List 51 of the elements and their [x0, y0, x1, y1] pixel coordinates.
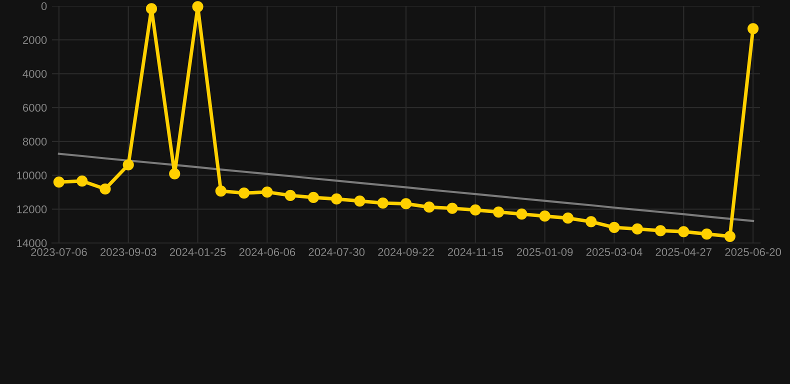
x-tick-label: 2024-06-06	[239, 248, 296, 256]
point	[539, 210, 550, 222]
x-tick-label: 2023-09-03	[100, 248, 156, 256]
point	[76, 175, 88, 187]
point	[192, 1, 204, 12]
y-tick-label: 14000	[17, 239, 47, 248]
point	[377, 197, 388, 209]
point	[100, 183, 111, 195]
point	[470, 204, 481, 216]
point	[654, 225, 666, 236]
point	[562, 212, 574, 224]
point	[122, 159, 134, 170]
point	[53, 176, 64, 188]
point	[516, 208, 528, 220]
y-tick-label: 2000	[22, 36, 47, 44]
point	[146, 3, 158, 14]
point	[608, 222, 620, 233]
point	[308, 192, 320, 204]
point	[446, 202, 458, 214]
x-tick-label: 2023-07-06	[31, 248, 87, 256]
point	[331, 193, 342, 205]
point	[284, 190, 296, 201]
x-tick-label: 2024-07-30	[308, 248, 365, 256]
x-tick-label: 2024-01-25	[170, 248, 226, 256]
point	[678, 226, 690, 238]
point	[724, 230, 736, 242]
point	[238, 188, 250, 199]
point	[424, 202, 435, 213]
x-tick-label: 2024-11-15	[448, 248, 503, 256]
y-tick-label: 4000	[22, 70, 47, 78]
point	[748, 23, 759, 34]
line-series	[58, 152, 754, 222]
point	[354, 195, 366, 207]
x-tick-label: 2025-04-27	[656, 248, 712, 256]
y-tick-label: 8000	[22, 138, 47, 146]
y-tick-label: 10000	[17, 172, 47, 180]
x-tick-label: 2025-01-09	[516, 248, 573, 256]
point	[262, 186, 273, 198]
point	[215, 185, 226, 197]
y-tick-label: 6000	[22, 104, 47, 112]
point	[701, 228, 712, 240]
point	[400, 198, 412, 210]
x-tick-label: 2024-09-22	[378, 248, 434, 256]
x-tick-label: 2025-06-20	[725, 248, 782, 256]
y-tick-label: 12000	[17, 205, 47, 214]
point	[169, 168, 180, 180]
point	[586, 216, 597, 228]
x-tick-label: 2025-03-04	[586, 248, 642, 256]
y-tick-label: 0	[41, 2, 47, 10]
point	[492, 206, 504, 218]
point	[632, 223, 643, 235]
